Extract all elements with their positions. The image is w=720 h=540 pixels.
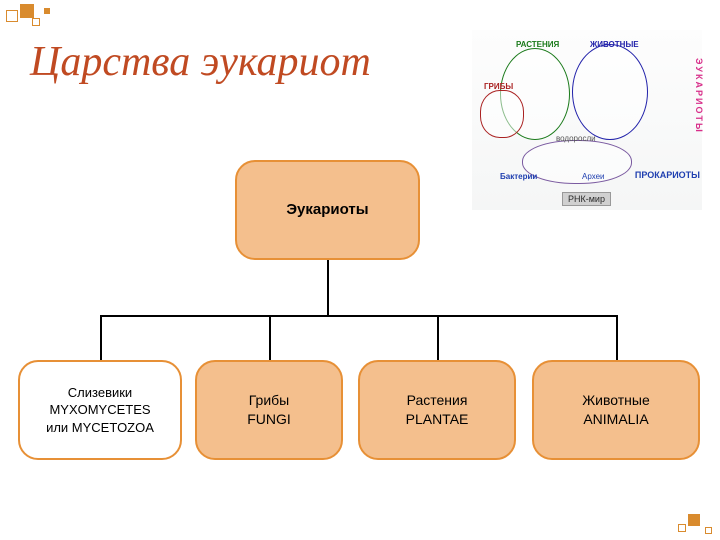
node-eukaryotes: Эукариоты (235, 160, 420, 260)
node-root-label: Эукариоты (286, 200, 368, 220)
node-myxomycetes: Слизевики MYXOMYCETES или MYCETOZOA (18, 360, 182, 460)
corner-decoration-br (666, 510, 716, 536)
thumb-label-animals: ЖИВОТНЫЕ (590, 40, 639, 49)
connector-drop-2 (437, 315, 439, 360)
leaf1-line2: FUNGI (247, 410, 291, 429)
corner-decoration (0, 0, 60, 30)
leaf0-line2: MYXOMYCETES (49, 401, 150, 419)
leaf1-line1: Грибы (249, 391, 289, 410)
connector-trunk (327, 260, 329, 315)
thumb-label-euk: ЭУКАРИОТЫ (694, 58, 704, 134)
thumb-label-plants: РАСТЕНИЯ (516, 40, 559, 49)
thumb-label-fungi: ГРИБЫ (484, 82, 513, 91)
node-plantae: Растения PLANTAE (358, 360, 516, 460)
leaf3-line1: Животные (582, 391, 650, 410)
leaf3-line2: ANIMALIA (583, 410, 648, 429)
connector-drop-0 (100, 315, 102, 360)
leaf2-line2: PLANTAE (406, 410, 469, 429)
node-fungi: Грибы FUNGI (195, 360, 343, 460)
leaf2-line1: Растения (407, 391, 468, 410)
leaf0-line3: или MYCETOZOA (46, 419, 154, 437)
page-title: Царства эукариот (30, 38, 371, 86)
node-animalia: Животные ANIMALIA (532, 360, 700, 460)
kingdom-chart: Эукариоты Слизевики MYXOMYCETES или MYCE… (0, 160, 720, 480)
thumb-label-protists: водоросли (556, 134, 596, 143)
connector-drop-3 (616, 315, 618, 360)
connector-hbar (100, 315, 618, 317)
connector-drop-1 (269, 315, 271, 360)
leaf0-line1: Слизевики (68, 384, 132, 402)
